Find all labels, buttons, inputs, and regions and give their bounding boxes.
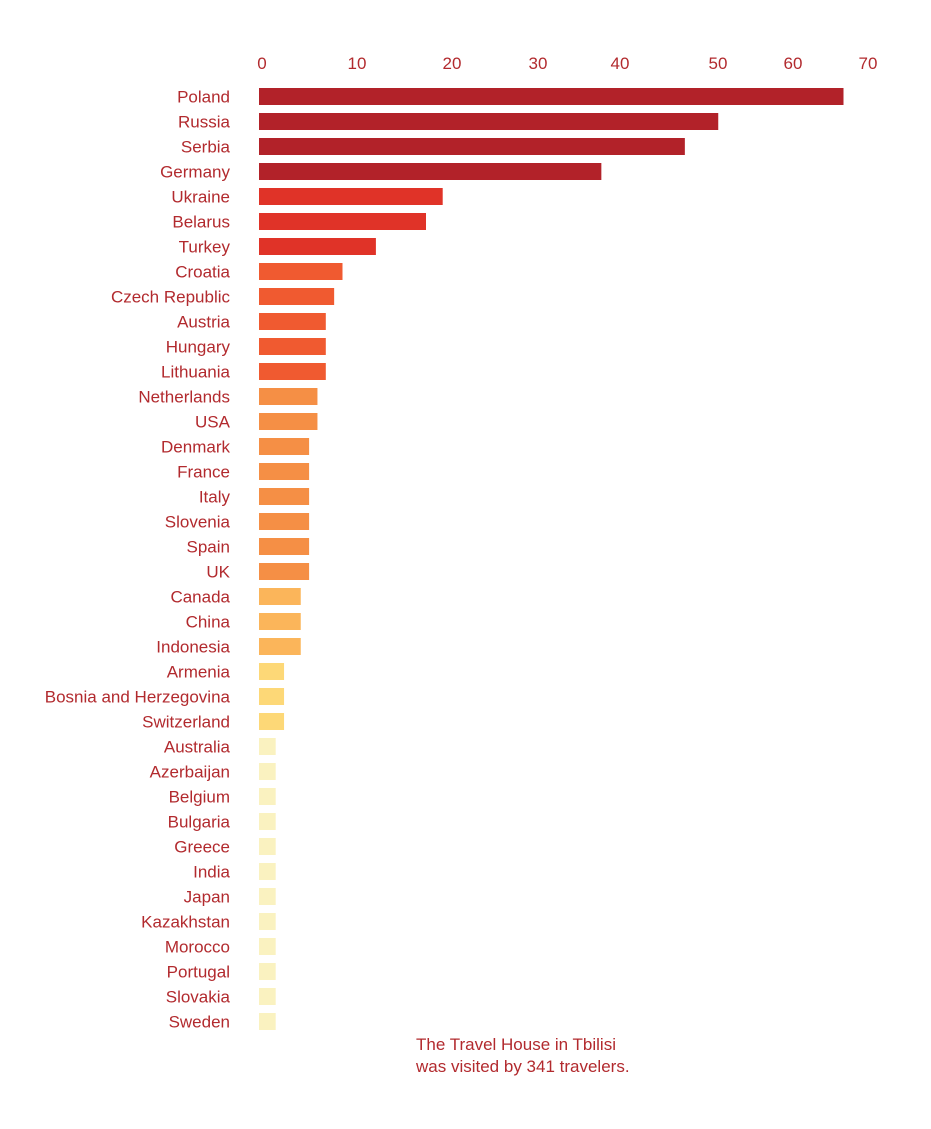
- bar-hungary: [259, 338, 326, 355]
- bar-poland: [259, 88, 844, 105]
- category-label-indonesia: Indonesia: [156, 638, 230, 657]
- caption-line-1: The Travel House in Tbilisi: [416, 1035, 616, 1054]
- category-label-czech-republic: Czech Republic: [111, 288, 231, 307]
- category-label-croatia: Croatia: [175, 263, 230, 282]
- category-label-slovenia: Slovenia: [165, 513, 231, 532]
- bar-serbia: [259, 138, 685, 155]
- caption-line-2: was visited by 341 travelers.: [416, 1057, 630, 1076]
- bar-czech-republic: [259, 288, 335, 305]
- bar-france: [259, 463, 310, 480]
- bar-uk: [259, 563, 310, 580]
- category-label-serbia: Serbia: [181, 138, 231, 157]
- x-tick-label-60: 60: [784, 54, 803, 73]
- category-label-india: India: [193, 863, 230, 882]
- bar-austria: [259, 313, 326, 330]
- category-label-hungary: Hungary: [166, 338, 231, 357]
- bar-italy: [259, 488, 310, 505]
- category-label-spain: Spain: [187, 538, 230, 557]
- category-label-australia: Australia: [164, 738, 231, 757]
- category-label-bosnia-and-herzegovina: Bosnia and Herzegovina: [45, 688, 231, 707]
- x-tick-label-10: 10: [348, 54, 367, 73]
- category-label-greece: Greece: [174, 838, 230, 857]
- category-label-denmark: Denmark: [161, 438, 230, 457]
- bar-croatia: [259, 263, 343, 280]
- x-tick-label-30: 30: [529, 54, 548, 73]
- bar-armenia: [259, 663, 285, 680]
- bar-russia: [259, 113, 719, 130]
- bar-australia: [259, 738, 276, 755]
- bar-china: [259, 613, 301, 630]
- category-label-belgium: Belgium: [169, 788, 230, 807]
- bar-slovakia: [259, 988, 276, 1005]
- bar-india: [259, 863, 276, 880]
- x-tick-label-0: 0: [257, 54, 266, 73]
- category-label-usa: USA: [195, 413, 231, 432]
- x-tick-label-50: 50: [709, 54, 728, 73]
- category-label-ukraine: Ukraine: [171, 188, 230, 207]
- category-label-bulgaria: Bulgaria: [168, 813, 231, 832]
- x-tick-label-70: 70: [859, 54, 878, 73]
- category-label-netherlands: Netherlands: [138, 388, 230, 407]
- bar-bulgaria: [259, 813, 276, 830]
- category-label-azerbaijan: Azerbaijan: [150, 763, 230, 782]
- category-label-germany: Germany: [160, 163, 230, 182]
- bar-azerbaijan: [259, 763, 276, 780]
- category-label-canada: Canada: [170, 588, 230, 607]
- bar-slovenia: [259, 513, 310, 530]
- category-label-belarus: Belarus: [172, 213, 230, 232]
- bar-spain: [259, 538, 310, 555]
- category-label-lithuania: Lithuania: [161, 363, 231, 382]
- category-label-sweden: Sweden: [169, 1013, 230, 1032]
- bar-lithuania: [259, 363, 326, 380]
- bar-bosnia-and-herzegovina: [259, 688, 285, 705]
- category-label-japan: Japan: [184, 888, 230, 907]
- category-label-china: China: [186, 613, 231, 632]
- bars: [259, 88, 844, 1030]
- category-label-austria: Austria: [177, 313, 230, 332]
- bar-netherlands: [259, 388, 318, 405]
- category-label-portugal: Portugal: [167, 963, 230, 982]
- caption: The Travel House in Tbilisi was visited …: [416, 1034, 630, 1078]
- bar-kazakhstan: [259, 913, 276, 930]
- bar-turkey: [259, 238, 376, 255]
- category-labels: Poland Russia Serbia Germany Ukraine Belarus T…: [45, 88, 231, 1032]
- bar-usa: [259, 413, 318, 430]
- bar-ukraine: [259, 188, 443, 205]
- category-label-uk: UK: [206, 563, 230, 582]
- bar-germany: [259, 163, 602, 180]
- x-tick-label-20: 20: [443, 54, 462, 73]
- category-label-slovakia: Slovakia: [166, 988, 231, 1007]
- bar-sweden: [259, 1013, 276, 1030]
- category-label-russia: Russia: [178, 113, 231, 132]
- category-label-morocco: Morocco: [165, 938, 230, 957]
- bar-greece: [259, 838, 276, 855]
- bar-switzerland: [259, 713, 285, 730]
- x-tick-label-40: 40: [611, 54, 630, 73]
- bar-morocco: [259, 938, 276, 955]
- category-label-poland: Poland: [177, 88, 230, 107]
- category-label-france: France: [177, 463, 230, 482]
- bar-belarus: [259, 213, 426, 230]
- category-label-switzerland: Switzerland: [142, 713, 230, 732]
- category-label-armenia: Armenia: [167, 663, 231, 682]
- bar-denmark: [259, 438, 310, 455]
- bar-indonesia: [259, 638, 301, 655]
- category-label-turkey: Turkey: [179, 238, 231, 257]
- bar-japan: [259, 888, 276, 905]
- x-axis-ticks: 0 10 20 30 40 50 60 70: [257, 54, 877, 73]
- bar-canada: [259, 588, 301, 605]
- category-label-kazakhstan: Kazakhstan: [141, 913, 230, 932]
- bar-belgium: [259, 788, 276, 805]
- category-label-italy: Italy: [199, 488, 231, 507]
- bar-portugal: [259, 963, 276, 980]
